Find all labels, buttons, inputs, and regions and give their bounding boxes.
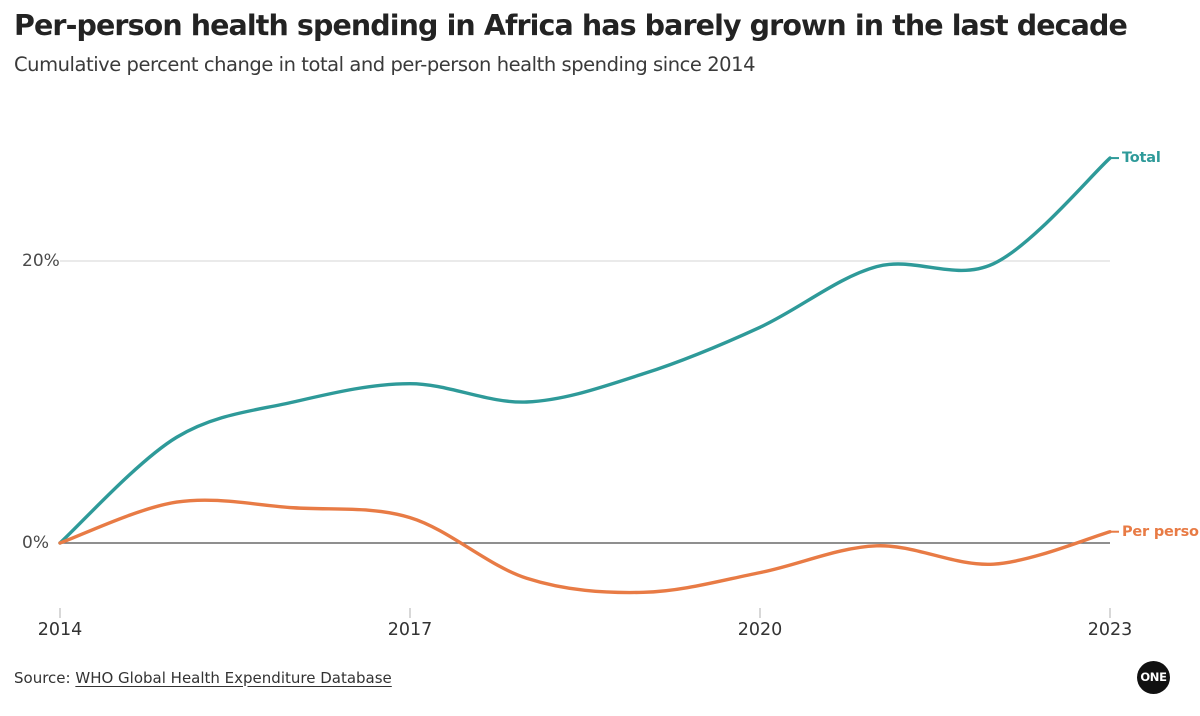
x-axis-tick-label-2023: 2023 [1087, 620, 1133, 640]
chart-plot-area [0, 120, 1200, 630]
one-logo: ONE [1137, 661, 1170, 694]
chart-header: Per-person health spending in Africa has… [14, 8, 1184, 77]
x-axis-tick-label-2014: 2014 [37, 620, 83, 640]
y-axis-tick-label-20: 20% [22, 251, 60, 271]
x-axis-tick-label-2020: 2020 [737, 620, 783, 640]
series-line-per-person [58, 498, 1112, 595]
series-line-total [58, 156, 1112, 545]
x-axis-tick-label-2017: 2017 [387, 620, 433, 640]
series-label-total: Total [1122, 150, 1161, 167]
series-label-per-person: Per person [1122, 523, 1200, 540]
source-prefix: Source: [14, 668, 71, 687]
source-link[interactable]: WHO Global Health Expenditure Database [75, 668, 392, 687]
chart-subtitle: Cumulative percent change in total and p… [14, 52, 756, 76]
chart-footer: Source: WHO Global Health Expenditure Da… [14, 661, 1186, 694]
source-note: Source: WHO Global Health Expenditure Da… [14, 669, 392, 687]
line-chart-svg [58, 156, 1119, 618]
gridlines [60, 260, 1110, 544]
series-lines [58, 156, 1112, 595]
one-logo-text: ONE [1140, 669, 1167, 684]
x-axis-tick-marks [59, 608, 1111, 618]
page-title: Per-person health spending in Africa has… [14, 9, 1128, 42]
y-axis-tick-label-0: 0% [22, 533, 49, 553]
series-label-leaders [1111, 157, 1119, 533]
